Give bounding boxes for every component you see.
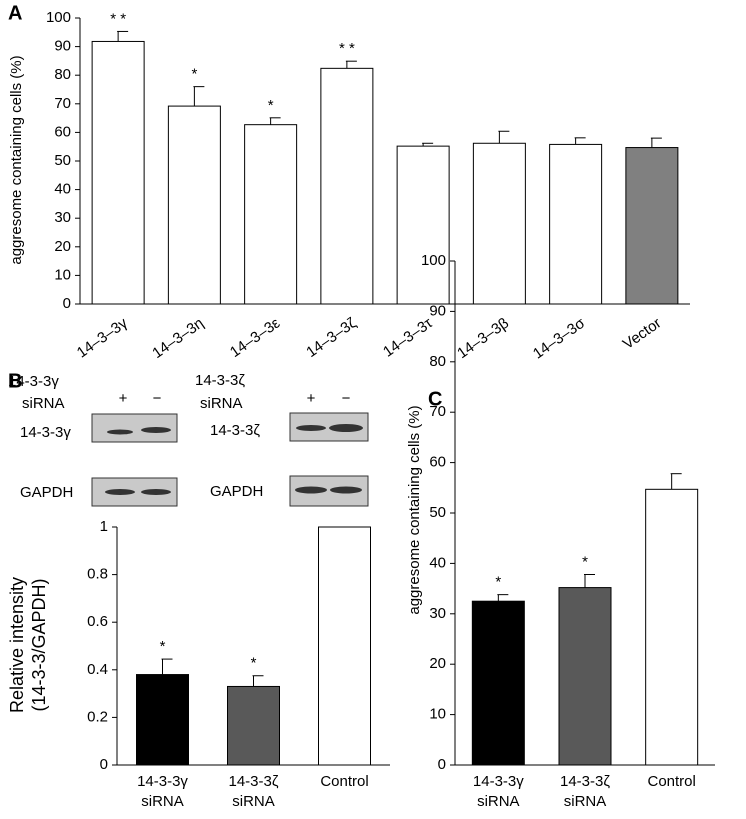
blot-lane-label: − (342, 390, 351, 407)
y-axis-title: (14-3-3/GAPDH) (29, 578, 49, 711)
x-tick-label: 14–3–3η (149, 315, 207, 362)
y-tick-label: 0.2 (87, 708, 108, 725)
bar (471, 600, 525, 766)
significance-label: * (495, 574, 501, 591)
y-tick-label: 100 (46, 9, 71, 26)
x-tick-label: Control (647, 773, 695, 790)
y-tick-label: 30 (54, 209, 71, 226)
bar (136, 674, 189, 766)
blot-band (329, 424, 363, 432)
significance-label: * (268, 97, 274, 114)
bar (549, 143, 603, 305)
x-tick-label: 14-3-3ζ (560, 773, 610, 790)
y-axis-title: Relative intensity (7, 577, 27, 713)
y-tick-label: 0 (63, 295, 71, 312)
y-axis-title: aggresome containing cells (%) (8, 55, 25, 264)
blot-band (105, 489, 135, 495)
y-tick-label: 30 (429, 605, 446, 622)
y-tick-label: 80 (54, 66, 71, 83)
y-tick-label: 70 (429, 403, 446, 420)
x-tick-label: siRNA (141, 793, 184, 810)
blot-row-label: 14-3-3γ (20, 424, 71, 441)
blot-band (141, 489, 171, 495)
x-tick-label: siRNA (477, 793, 520, 810)
y-tick-label: 0 (100, 756, 108, 773)
x-tick-label: 14–3–3τ (380, 315, 436, 361)
blot-band (296, 425, 326, 431)
y-tick-label: 90 (54, 38, 71, 55)
y-tick-label: 0.6 (87, 613, 108, 630)
x-tick-label: 14–3–3γ (74, 314, 131, 361)
y-tick-label: 100 (421, 252, 446, 269)
bar (167, 105, 221, 305)
y-tick-label: 40 (429, 554, 446, 571)
blot-gene-label: 14-3-3γ (8, 373, 59, 390)
significance-label: * (160, 638, 166, 655)
panel-label: A (8, 2, 22, 24)
y-tick-label: 0 (438, 756, 446, 773)
blot-band (141, 427, 171, 433)
blot-treatment-label: siRNA (22, 395, 65, 412)
panel-label: C (428, 388, 442, 410)
bar (318, 526, 371, 766)
y-tick-label: 0.8 (87, 566, 108, 583)
y-tick-label: 0.4 (87, 661, 108, 678)
panel-label: B (8, 370, 22, 392)
bar (227, 685, 280, 766)
x-tick-label: 14–3–3ζ (303, 314, 359, 361)
significance-label: * (582, 553, 588, 570)
x-tick-label: siRNA (564, 793, 607, 810)
blot-lane-label: + (307, 390, 316, 407)
x-tick-label: Control (320, 773, 368, 790)
y-tick-label: 20 (54, 238, 71, 255)
y-tick-label: 10 (429, 706, 446, 723)
x-tick-label: 14-3-3γ (137, 773, 188, 790)
blot-band (295, 486, 327, 494)
y-tick-label: 80 (429, 353, 446, 370)
blot-band (330, 486, 362, 494)
y-tick-label: 90 (429, 302, 446, 319)
y-tick-label: 10 (54, 266, 71, 283)
bar (625, 147, 679, 305)
x-tick-label: 14–3–3σ (530, 314, 589, 362)
blot-treatment-label: siRNA (200, 395, 243, 412)
bar (472, 142, 526, 305)
x-tick-label: Vector (620, 315, 665, 353)
significance-label: * (191, 66, 197, 83)
y-tick-label: 60 (429, 454, 446, 471)
y-tick-label: 1 (100, 518, 108, 535)
significance-label: * (251, 655, 257, 672)
x-tick-label: 14–3–3ε (227, 314, 283, 361)
blot-lane-label: + (119, 390, 128, 407)
y-axis-title: aggresome containing cells (%) (406, 405, 423, 614)
blot-row-label: 14-3-3ζ (210, 422, 260, 439)
y-tick-label: 20 (429, 655, 446, 672)
blot-band (107, 429, 133, 435)
x-tick-label: 14–3–3β (454, 314, 512, 362)
significance-label: * * (339, 40, 355, 57)
y-tick-label: 50 (54, 152, 71, 169)
x-tick-label: 14-3-3ζ (229, 773, 279, 790)
x-tick-label: siRNA (232, 793, 275, 810)
significance-label: * * (110, 10, 126, 27)
bar (645, 488, 699, 766)
blot-lane-label: − (153, 390, 162, 407)
bar (558, 587, 612, 766)
y-tick-label: 50 (429, 504, 446, 521)
x-tick-label: 14-3-3γ (473, 773, 524, 790)
blot-row-label: GAPDH (210, 483, 263, 500)
y-tick-label: 40 (54, 181, 71, 198)
bar (244, 124, 298, 305)
bar (396, 145, 450, 305)
bar (91, 40, 145, 305)
blot-gene-label: 14-3-3ζ (195, 372, 245, 389)
y-tick-label: 70 (54, 95, 71, 112)
bar (320, 67, 374, 305)
blot-row-label: GAPDH (20, 484, 73, 501)
y-tick-label: 60 (54, 123, 71, 140)
